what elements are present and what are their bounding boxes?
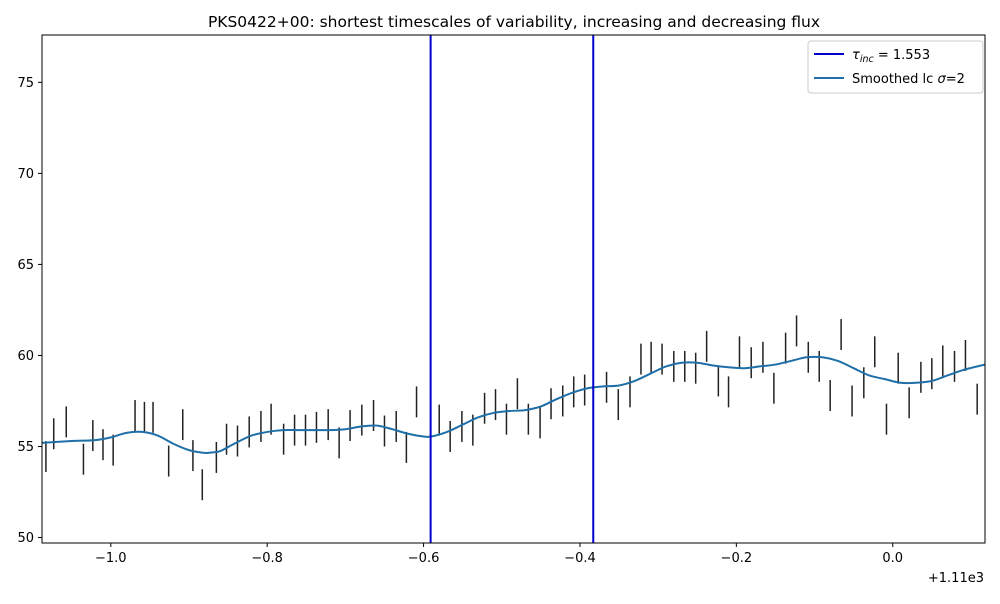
axes: −1.0 −0.8 −0.6 −0.4 −0.2 0.0 50 55 60 65 70 75 [17,34,986,566]
y-tick-label: 65 [17,258,34,273]
smoothed-lightcurve-line [42,355,985,454]
x-tick-label: −1.0 [95,551,127,566]
chart-title: PKS0422+00: shortest timescales of varia… [208,13,820,31]
x-offset-text: +1.11e3 [928,571,984,586]
x-tick-label: −0.2 [721,551,753,566]
legend-box [807,40,984,94]
y-tick-label: 70 [17,167,34,182]
legend: τinc = 1.553 Smoothed lc σ=2 [807,40,984,94]
legend-label-tau-inc: τinc = 1.553 [852,48,930,65]
x-tick-label: −0.8 [251,551,283,566]
plot-area [42,35,985,543]
x-tick-label: −0.6 [408,551,440,566]
y-tick-label: 75 [17,76,34,91]
y-tick-label: 60 [17,349,34,364]
y-tick-label: 55 [17,440,34,455]
legend-label-smoothed: Smoothed lc σ=2 [852,72,965,87]
x-tick-label: −0.4 [564,551,596,566]
y-tick-label: 50 [17,531,34,546]
axes-frame [41,34,986,544]
x-tick-label: 0.0 [882,551,903,566]
